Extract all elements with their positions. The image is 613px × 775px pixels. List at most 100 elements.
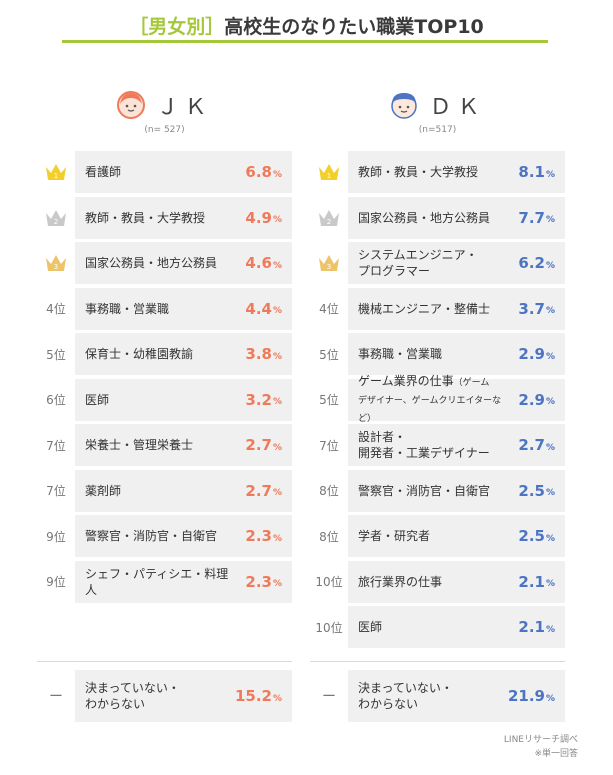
percent-value: 2.3% [245, 527, 282, 545]
rank-cell: 1 [310, 151, 348, 193]
table-row: 2 教師・教員・大学教授 4.9% [37, 196, 292, 239]
bronze-crown-icon: 3 [46, 255, 66, 271]
job-label: 医師 [358, 620, 383, 634]
job-label: 警察官・消防官・自衛官 [358, 483, 491, 498]
percent-value: 7.7% [518, 208, 555, 227]
row-background [348, 515, 565, 557]
row-background [75, 515, 292, 557]
gold-crown-icon: 1 [319, 164, 339, 180]
rank-cell: 6位 [46, 393, 66, 407]
rank-number: 2 [327, 218, 331, 226]
dk-ranking-list: 1 教師・教員・大学教授 8.1% 2 国家公務員・地方公務員 7.7% 3 システムエンジニ… [310, 151, 565, 652]
table-row: 1 看護師 6.8% [37, 151, 292, 193]
percent-value: 2.3% [245, 572, 282, 591]
percent-value: 6.2% [518, 254, 555, 272]
table-row: 9位 シェフ・パティシエ・料理人 2.3% [37, 560, 292, 603]
job-label: 保育士・幼稚園教諭 [85, 347, 194, 361]
title-bracket-close: ］ [205, 16, 225, 38]
percent-value: 2.1% [518, 572, 555, 591]
job-label: 薬剤師 [85, 483, 122, 498]
silver-crown-icon: 2 [319, 209, 339, 226]
row-background [348, 378, 565, 421]
table-row: 4位 機械エンジニア・整備士 3.7% [310, 287, 565, 330]
rank-cell: 7位 [319, 438, 339, 453]
row-background [75, 333, 292, 375]
undecided-value: 21.9% [507, 687, 555, 705]
jk-sample-size: (n= 527) [144, 125, 185, 135]
job-label: 国家公務員・地方公務員 [85, 256, 218, 270]
undecided-label: 決まっていない・ わからない [358, 681, 453, 711]
table-row: 3 システムエンジニア・ プログラマー 6.2% [310, 242, 565, 284]
jk-label: ＪＫ [156, 95, 213, 120]
title-underline [62, 40, 548, 43]
rank-number: 3 [327, 263, 331, 271]
row-background [348, 333, 565, 375]
rank-cell: 1 [37, 151, 75, 193]
percent-value: 2.9% [518, 390, 555, 409]
percent-value: 2.7% [245, 436, 282, 454]
rank-cell: 10位 [315, 620, 343, 635]
jk-divider [37, 661, 292, 662]
dk-sample-size: (n=517) [418, 125, 457, 135]
job-label: 事務職・営業職 [358, 347, 443, 361]
rank-cell: 7位 [46, 484, 66, 498]
job-label: 看護師 [85, 165, 122, 179]
source-note: LINEリサーチ調べ [503, 735, 578, 745]
percent-value: 2.7% [518, 436, 555, 454]
table-row: 5位 事務職・営業職 2.9% [310, 333, 565, 375]
row-background [75, 242, 292, 284]
percent-value: 3.8% [245, 345, 282, 363]
footer: LINEリサーチ調べ ※単一回答 [504, 733, 578, 761]
percent-value: 3.2% [245, 390, 282, 409]
row-background [75, 378, 292, 421]
job-label: 旅行業界の仕事 [358, 574, 443, 589]
job-label: 設計者・ 開発者・工業デザイナー [358, 430, 490, 460]
rank-cell: 8位 [319, 529, 339, 544]
table-row: 2 国家公務員・地方公務員 7.7% [310, 196, 565, 239]
percent-value: 2.1% [518, 618, 555, 636]
table-row: 1 教師・教員・大学教授 8.1% [310, 151, 565, 193]
percent-value: 8.1% [518, 163, 555, 181]
percent-value: 4.9% [245, 208, 282, 227]
row-background [75, 287, 292, 330]
job-label: 医師 [85, 392, 110, 407]
table-row: 10位 医師 2.1% [310, 606, 565, 648]
job-label: 警察官・消防官・自衛官 [85, 529, 218, 543]
table-row: 9位 警察官・消防官・自衛官 2.3% [37, 515, 292, 557]
table-row: 7位 設計者・ 開発者・工業デザイナー 2.7% [310, 424, 565, 466]
table-row: 5位 ゲーム業界の仕事（ゲーム デザイナー、ゲームクリエイターなど） 2.9% [310, 374, 565, 424]
row-background [75, 196, 292, 239]
jk-ranking-list: 1 看護師 6.8% 2 教師・教員・大学教授 4.9% 3 国家公務員・地方公務員 4.6% 4… [37, 151, 292, 606]
percent-value: 2.5% [518, 481, 555, 500]
girl-avatar-icon [117, 91, 146, 119]
rank-cell: 3 [37, 242, 75, 284]
rank-cell: 10位 [315, 575, 343, 589]
table-row: 8位 学者・研究者 2.5% [310, 515, 565, 557]
undecided-rank: ー [322, 689, 336, 705]
table-row: 3 国家公務員・地方公務員 4.6% [37, 242, 292, 284]
undecided-label: 決まっていない・ わからない [85, 681, 180, 711]
percent-value: 2.7% [245, 481, 282, 500]
rank-number: 1 [327, 172, 331, 180]
rank-cell: 2 [310, 197, 348, 239]
boy-avatar-icon [391, 93, 418, 119]
dk-column: ＤＫ (n=517) 1 教師・教員・大学教授 8.1% 2 国家公務員・地方公務員 7.… [310, 0, 565, 775]
row-background [75, 424, 292, 466]
row-background [348, 469, 565, 512]
page-title: ［男女別］高校生のなりたい職業TOP10 [0, 12, 613, 39]
job-label: システムエンジニア・ プログラマー [358, 248, 478, 278]
undecided-value: 15.2% [234, 687, 282, 705]
table-row: 8位 警察官・消防官・自衛官 2.5% [310, 469, 565, 512]
rank-cell: 4位 [319, 302, 339, 316]
percent-value: 3.7% [518, 299, 555, 318]
jk-header: ＪＫ (n= 527) [37, 88, 292, 135]
rank-cell: 5位 [319, 347, 339, 362]
table-row: 6位 医師 3.2% [37, 378, 292, 421]
rank-cell: 5位 [46, 347, 66, 362]
rank-cell: 7位 [46, 438, 66, 453]
job-label: シェフ・パティシエ・料理人 [85, 566, 229, 597]
job-label: 学者・研究者 [358, 529, 431, 543]
answer-note: ※単一回答 [534, 749, 578, 759]
rank-cell: 4位 [46, 302, 66, 316]
jk-column: ＪＫ (n= 527) 1 看護師 6.8% 2 教師・教員・大学教授 4.9% 3 国家公務… [37, 0, 292, 775]
